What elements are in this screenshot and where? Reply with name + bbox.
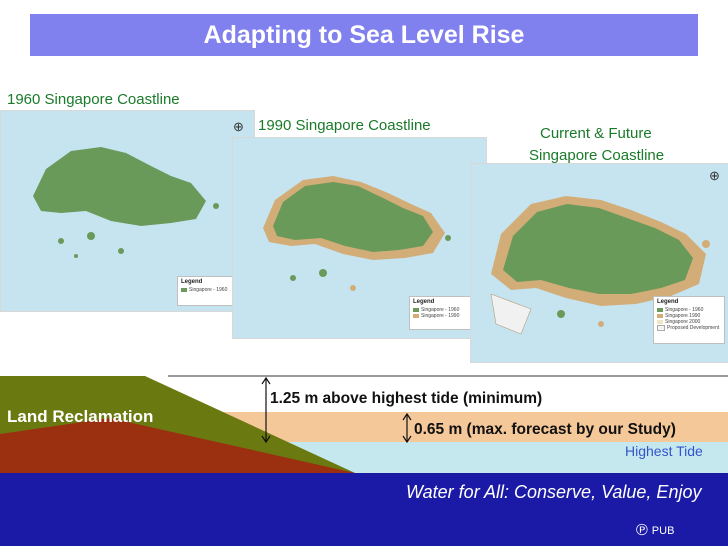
map-1990-caption: 1990 Singapore Coastline (258, 117, 431, 134)
level-2-label: 0.65 m (max. forecast by our Study) (414, 421, 676, 438)
legend-item: Singapore 1990 (665, 313, 701, 319)
map-1960: ⊕ Legend Singapore - 1960 (0, 110, 255, 312)
compass-icon: ⊕ (709, 168, 720, 183)
slide-title: Adapting to Sea Level Rise (203, 21, 525, 49)
land-reclamation-label: Land Reclamation (7, 407, 154, 426)
map-1990-island (263, 176, 451, 291)
map-current-legend: Legend Singapore - 1960 Singapore 1990 S… (653, 296, 725, 344)
map-1960-island (33, 147, 219, 258)
legend-swatch (657, 320, 663, 324)
map-1990: Legend Singapore - 1960 Singapore - 1990 (232, 137, 487, 339)
footer-slogan: Water for All: Conserve, Value, Enjoy (406, 482, 702, 502)
map-current-caption: Current & Future (540, 125, 652, 142)
land-red (0, 418, 355, 473)
legend-item: Singapore - 1960 (665, 307, 704, 313)
legend-swatch (657, 314, 663, 318)
water-drop-icon: ℗ (636, 522, 648, 539)
legend-swatch (657, 325, 665, 331)
map-current: ⊕ Legend Singapore - 1960 Singapore 1990… (470, 163, 728, 363)
legend-swatch (657, 308, 663, 312)
legend-item: Singapore - 1960 (421, 307, 460, 313)
title-bar (30, 14, 698, 56)
legend-swatch (181, 288, 187, 292)
legend-title: Legend (657, 299, 679, 305)
map-1960-legend: Legend Singapore - 1960 (177, 276, 239, 306)
highest-tide-label: Highest Tide (625, 443, 703, 459)
legend-title: Legend (181, 279, 203, 285)
legend-title: Legend (413, 299, 435, 305)
level-1-label: 1.25 m above highest tide (minimum) (270, 390, 543, 407)
legend-item: Singapore 2000 (665, 319, 701, 325)
pub-logo: ℗ PUB (636, 522, 674, 540)
map-current-caption-2: Singapore Coastline (529, 147, 665, 164)
legend-item: Singapore - 1990 (421, 313, 460, 319)
map-1990-legend: Legend Singapore - 1960 Singapore - 1990 (409, 296, 473, 330)
map-1960-caption: 1960 Singapore Coastline (7, 91, 180, 108)
map-current-island (490, 196, 710, 335)
compass-icon: ⊕ (233, 119, 244, 134)
legend-swatch (413, 308, 419, 312)
legend-swatch (413, 314, 419, 318)
pub-logo-text: PUB (651, 525, 675, 537)
footer-bar (0, 473, 728, 546)
legend-item: Proposed Development (667, 325, 720, 331)
legend-item: Singapore - 1960 (189, 287, 228, 293)
